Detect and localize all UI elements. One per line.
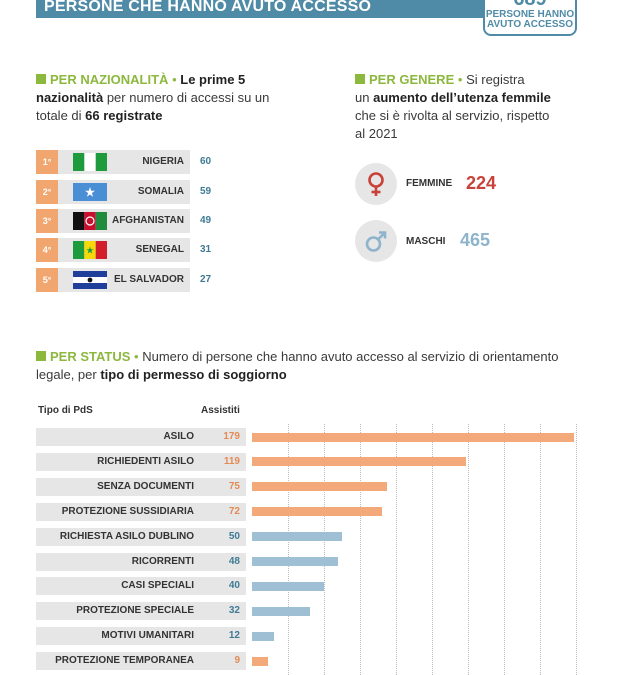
status-row: RICHIEDENTI ASILO 119 [36,452,246,471]
male-value: 465 [460,230,491,250]
nationality-row: 2° SOMALIA [36,180,190,204]
status-bar [252,507,382,517]
status-bar [252,432,575,442]
badge-line1: PERSONE HANNO [485,9,575,20]
status-value-label: 32 [228,605,240,617]
header-bar [36,0,488,18]
male-label: MASCHI [406,236,446,247]
section-marker-icon [36,74,46,84]
nationality-row: 5° EL SALVADOR [36,268,190,292]
nationality-value: 60 [200,156,212,167]
nationality-row: 1° NIGERIA [36,150,190,174]
grid-line [396,424,397,675]
nationality-row: 4° SENEGAL [36,238,190,262]
status-row: PROTEZIONE SPECIALE 32 [36,602,246,621]
grid-line [288,424,289,675]
status-bar [252,482,387,492]
status-row: PROTEZIONE SUSSIDIARIA 72 [36,502,246,521]
status-value-label: 72 [228,505,240,517]
nigeria-flag-icon [73,153,107,171]
el-salvador-flag-icon [73,271,107,289]
total-badge: 689 PERSONE HANNO AVUTO ACCESSO [483,0,577,36]
page-title: PERSONE CHE HANNO AVUTO ACCESSO [44,0,372,15]
status-row: MOTIVI UMANITARI 12 [36,627,246,646]
status-value-label: 40 [228,580,240,592]
afghanistan-flag-icon [73,212,107,230]
nationality-value: 27 [200,274,212,285]
status-category-label: RICORRENTI [131,555,194,567]
badge-number: 689 [485,0,575,10]
status-row: ASILO 179 [36,428,246,446]
grid-line [324,424,325,675]
senegal-flag-icon [73,241,107,259]
nationality-value: 31 [200,244,212,255]
status-value-label: 9 [234,655,240,667]
grid-line [432,424,433,675]
nationality-intro: PER NAZIONALITÀ • Le prime 5 nazionalità… [36,72,270,123]
status-bar [252,631,274,641]
status-category-label: PROTEZIONE TEMPORANEA [55,655,194,667]
column-type-header: Tipo di PdS [38,405,93,416]
status-value-label: 119 [223,455,240,467]
grid-line [540,424,541,675]
status-category-label: SENZA DOCUMENTI [97,480,194,492]
status-category-label: PROTEZIONE SUSSIDIARIA [61,505,194,517]
status-value-label: 75 [228,480,240,492]
status-value-label: 50 [228,530,240,542]
grid-line [468,424,469,675]
status-bar [252,581,324,591]
status-bar [252,656,269,666]
status-category-label: PROTEZIONE SPECIALE [76,605,194,617]
status-value-label: 48 [228,555,240,567]
nationality-value: 59 [200,186,212,197]
column-count-header: Assistiti [201,405,240,416]
status-bar [252,532,342,542]
status-category-label: CASI SPECIALI [121,580,194,592]
status-row: SENZA DOCUMENTI 75 [36,477,246,496]
grid-line [576,424,577,675]
status-bar [252,457,467,467]
female-label: FEMMINE [406,178,453,189]
nationality-row: 3° AFGHANISTAN [36,209,190,233]
gender-intro: PER GENERE • Si registra un aumento dell… [355,72,551,141]
gender-heading: PER GENERE [369,72,455,87]
badge-line2: AVUTO ACCESSO [487,19,573,30]
status-row: PROTEZIONE TEMPORANEA 9 [36,652,246,671]
status-row: CASI SPECIALI 40 [36,577,246,596]
status-bar [252,557,339,566]
status-category-label: ASILO [163,431,194,442]
nationality-heading: PER NAZIONALITÀ [50,72,169,87]
section-marker-icon [36,351,46,361]
status-category-label: RICHIEDENTI ASILO [97,455,194,467]
status-category-label: RICHIESTA ASILO DUBLINO [59,530,194,542]
status-row: RICORRENTI 48 [36,552,246,571]
nationality-value: 49 [200,215,212,226]
grid-line [504,424,505,675]
female-icon [355,163,397,205]
somalia-flag-icon [73,183,107,201]
status-bar [252,606,310,616]
status-value-label: 179 [223,431,240,442]
status-row: RICHIESTA ASILO DUBLINO 50 [36,527,246,546]
male-icon [355,220,397,262]
female-value: 224 [466,173,497,193]
grid-line [360,424,361,675]
status-heading: PER STATUS [50,349,131,364]
status-value-label: 12 [228,630,240,642]
status-category-label: MOTIVI UMANITARI [101,630,194,642]
section-marker-icon [355,74,365,84]
status-intro: PER STATUS • Numero di persone che hanno… [36,349,559,382]
